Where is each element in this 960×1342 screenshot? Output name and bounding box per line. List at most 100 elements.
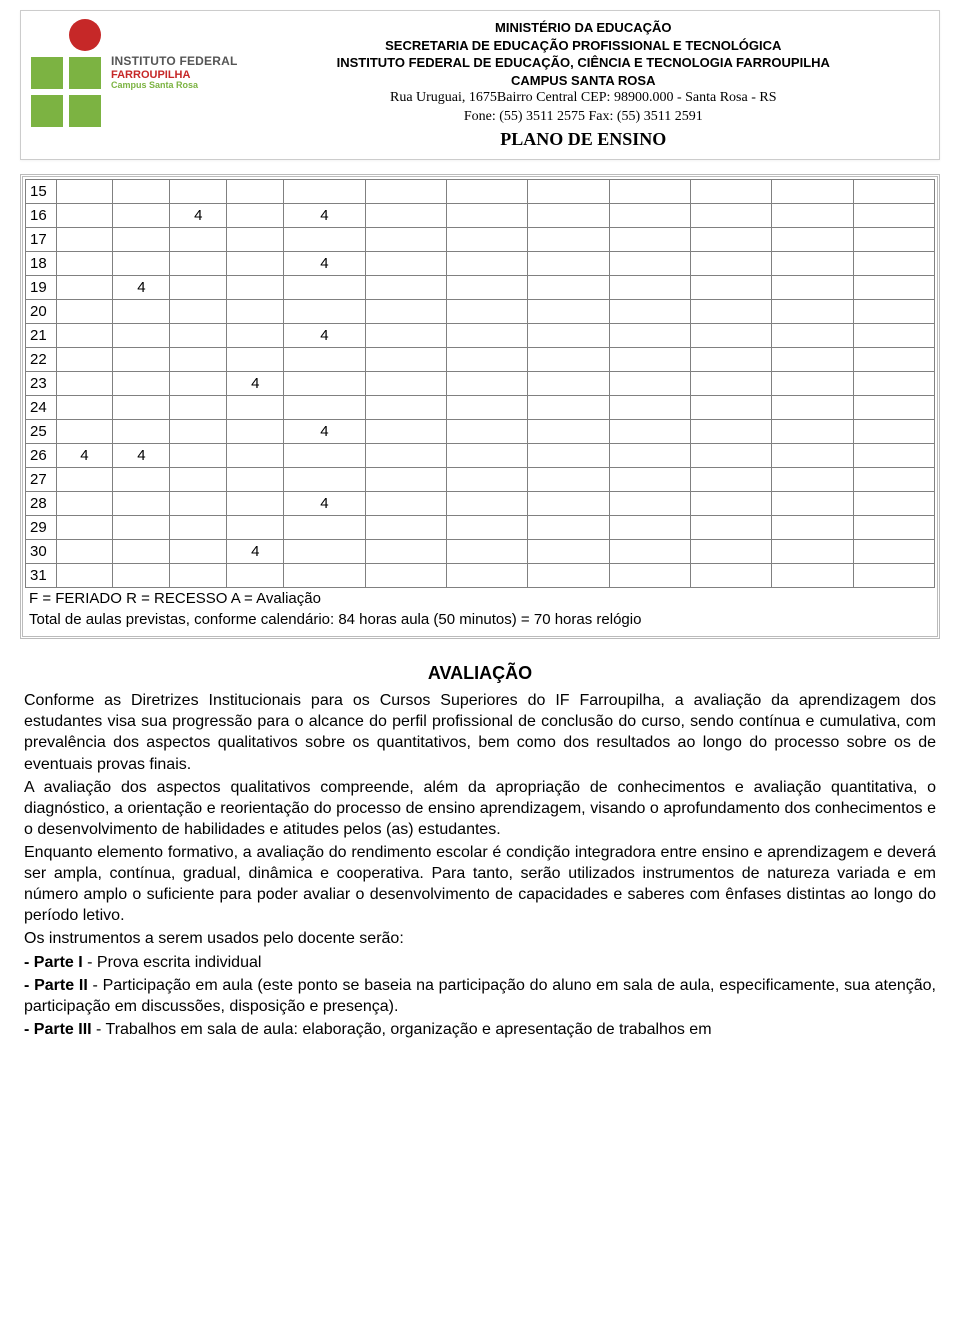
schedule-cell (772, 516, 853, 540)
table-row: 31 (26, 564, 935, 588)
schedule-cell (772, 324, 853, 348)
schedule-cell (170, 396, 227, 420)
schedule-cell (170, 180, 227, 204)
schedule-cell (113, 516, 170, 540)
table-row: 194 (26, 276, 935, 300)
table-row: 1644 (26, 204, 935, 228)
table-row: 214 (26, 324, 935, 348)
schedule-cell (772, 444, 853, 468)
schedule-cell (853, 372, 934, 396)
schedule-cell (690, 372, 771, 396)
schedule-cell (365, 276, 446, 300)
schedule-cell (227, 252, 284, 276)
schedule-cell (170, 420, 227, 444)
day-cell: 28 (26, 492, 57, 516)
schedule-cell (365, 516, 446, 540)
schedule-cell (446, 180, 527, 204)
schedule-legend: F = FERIADO R = RECESSO A = Avaliação (25, 588, 935, 609)
schedule-cell (853, 540, 934, 564)
schedule-cell (690, 252, 771, 276)
schedule-cell: 4 (227, 540, 284, 564)
header-ministry: MINISTÉRIO DA EDUCAÇÃO (238, 19, 929, 37)
table-row: 304 (26, 540, 935, 564)
page: INSTITUTO FEDERAL FARROUPILHA Campus San… (0, 0, 960, 1062)
schedule-cell (446, 540, 527, 564)
schedule-cell (56, 228, 113, 252)
schedule-cell (772, 300, 853, 324)
schedule-cell (365, 540, 446, 564)
schedule-cell (853, 348, 934, 372)
evaluation-p1: Conforme as Diretrizes Institucionais pa… (24, 690, 936, 774)
parte3-text: - Trabalhos em sala de aula: elaboração,… (92, 1021, 712, 1038)
schedule-cell (170, 468, 227, 492)
schedule-cell (113, 228, 170, 252)
schedule-cell: 4 (284, 492, 365, 516)
schedule-cell (772, 348, 853, 372)
table-row: 254 (26, 420, 935, 444)
schedule-cell (365, 564, 446, 588)
schedule-cell (772, 204, 853, 228)
parte2-text: - Participação em aula (este ponto se ba… (24, 977, 936, 1015)
table-row: 20 (26, 300, 935, 324)
schedule-cell (446, 300, 527, 324)
table-row: 24 (26, 396, 935, 420)
day-cell: 18 (26, 252, 57, 276)
schedule-cell (365, 372, 446, 396)
logo-line2: FARROUPILHA (111, 69, 238, 81)
schedule-cell (227, 348, 284, 372)
table-row: 27 (26, 468, 935, 492)
schedule-cell (528, 300, 609, 324)
schedule-cell (170, 276, 227, 300)
schedule-cell (56, 276, 113, 300)
schedule-cell (170, 516, 227, 540)
schedule-cell (56, 300, 113, 324)
schedule-cell (170, 300, 227, 324)
schedule-cell (609, 564, 690, 588)
schedule-cell (690, 324, 771, 348)
schedule-cell (56, 252, 113, 276)
schedule-cell (690, 396, 771, 420)
header-secretariat: SECRETARIA DE EDUCAÇÃO PROFISSIONAL E TE… (238, 37, 929, 55)
schedule-cell (528, 444, 609, 468)
schedule-cell (365, 180, 446, 204)
schedule-cell (446, 396, 527, 420)
schedule-cell (528, 276, 609, 300)
schedule-cell (113, 468, 170, 492)
schedule-cell (853, 228, 934, 252)
schedule-cell (170, 348, 227, 372)
schedule-cell (446, 420, 527, 444)
schedule-cell (113, 300, 170, 324)
header-contact: Fone: (55) 3511 2575 Fax: (55) 3511 2591 (238, 108, 929, 127)
schedule-cell (113, 492, 170, 516)
parte1-text: - Prova escrita individual (83, 954, 262, 971)
schedule-cell (365, 252, 446, 276)
logo-line3: Campus Santa Rosa (111, 81, 238, 91)
schedule-cell (528, 252, 609, 276)
schedule-cell (609, 516, 690, 540)
schedule-cell (772, 564, 853, 588)
evaluation-p2: A avaliação dos aspectos qualitativos co… (24, 777, 936, 840)
schedule-cell (56, 492, 113, 516)
schedule-cell (446, 204, 527, 228)
schedule-cell (853, 492, 934, 516)
schedule-cell (690, 444, 771, 468)
schedule-cell (528, 204, 609, 228)
schedule-cell (690, 516, 771, 540)
table-row: 15 (26, 180, 935, 204)
table-row: 234 (26, 372, 935, 396)
schedule-cell (227, 396, 284, 420)
schedule-cell (853, 420, 934, 444)
schedule-cell (113, 564, 170, 588)
header-institute: INSTITUTO FEDERAL DE EDUCAÇÃO, CIÊNCIA E… (238, 54, 929, 72)
schedule-cell (528, 540, 609, 564)
evaluation-parte1: - Parte I - Prova escrita individual (24, 952, 936, 973)
schedule-cell (56, 516, 113, 540)
schedule-cell (772, 492, 853, 516)
table-row: 17 (26, 228, 935, 252)
schedule-cell (227, 516, 284, 540)
parte3-label: - Parte III (24, 1021, 92, 1038)
schedule-cell (609, 468, 690, 492)
evaluation-title: AVALIAÇÃO (20, 663, 940, 684)
schedule-cell (772, 540, 853, 564)
schedule-container: 1516441718419420214222342425426442728429… (20, 174, 940, 639)
